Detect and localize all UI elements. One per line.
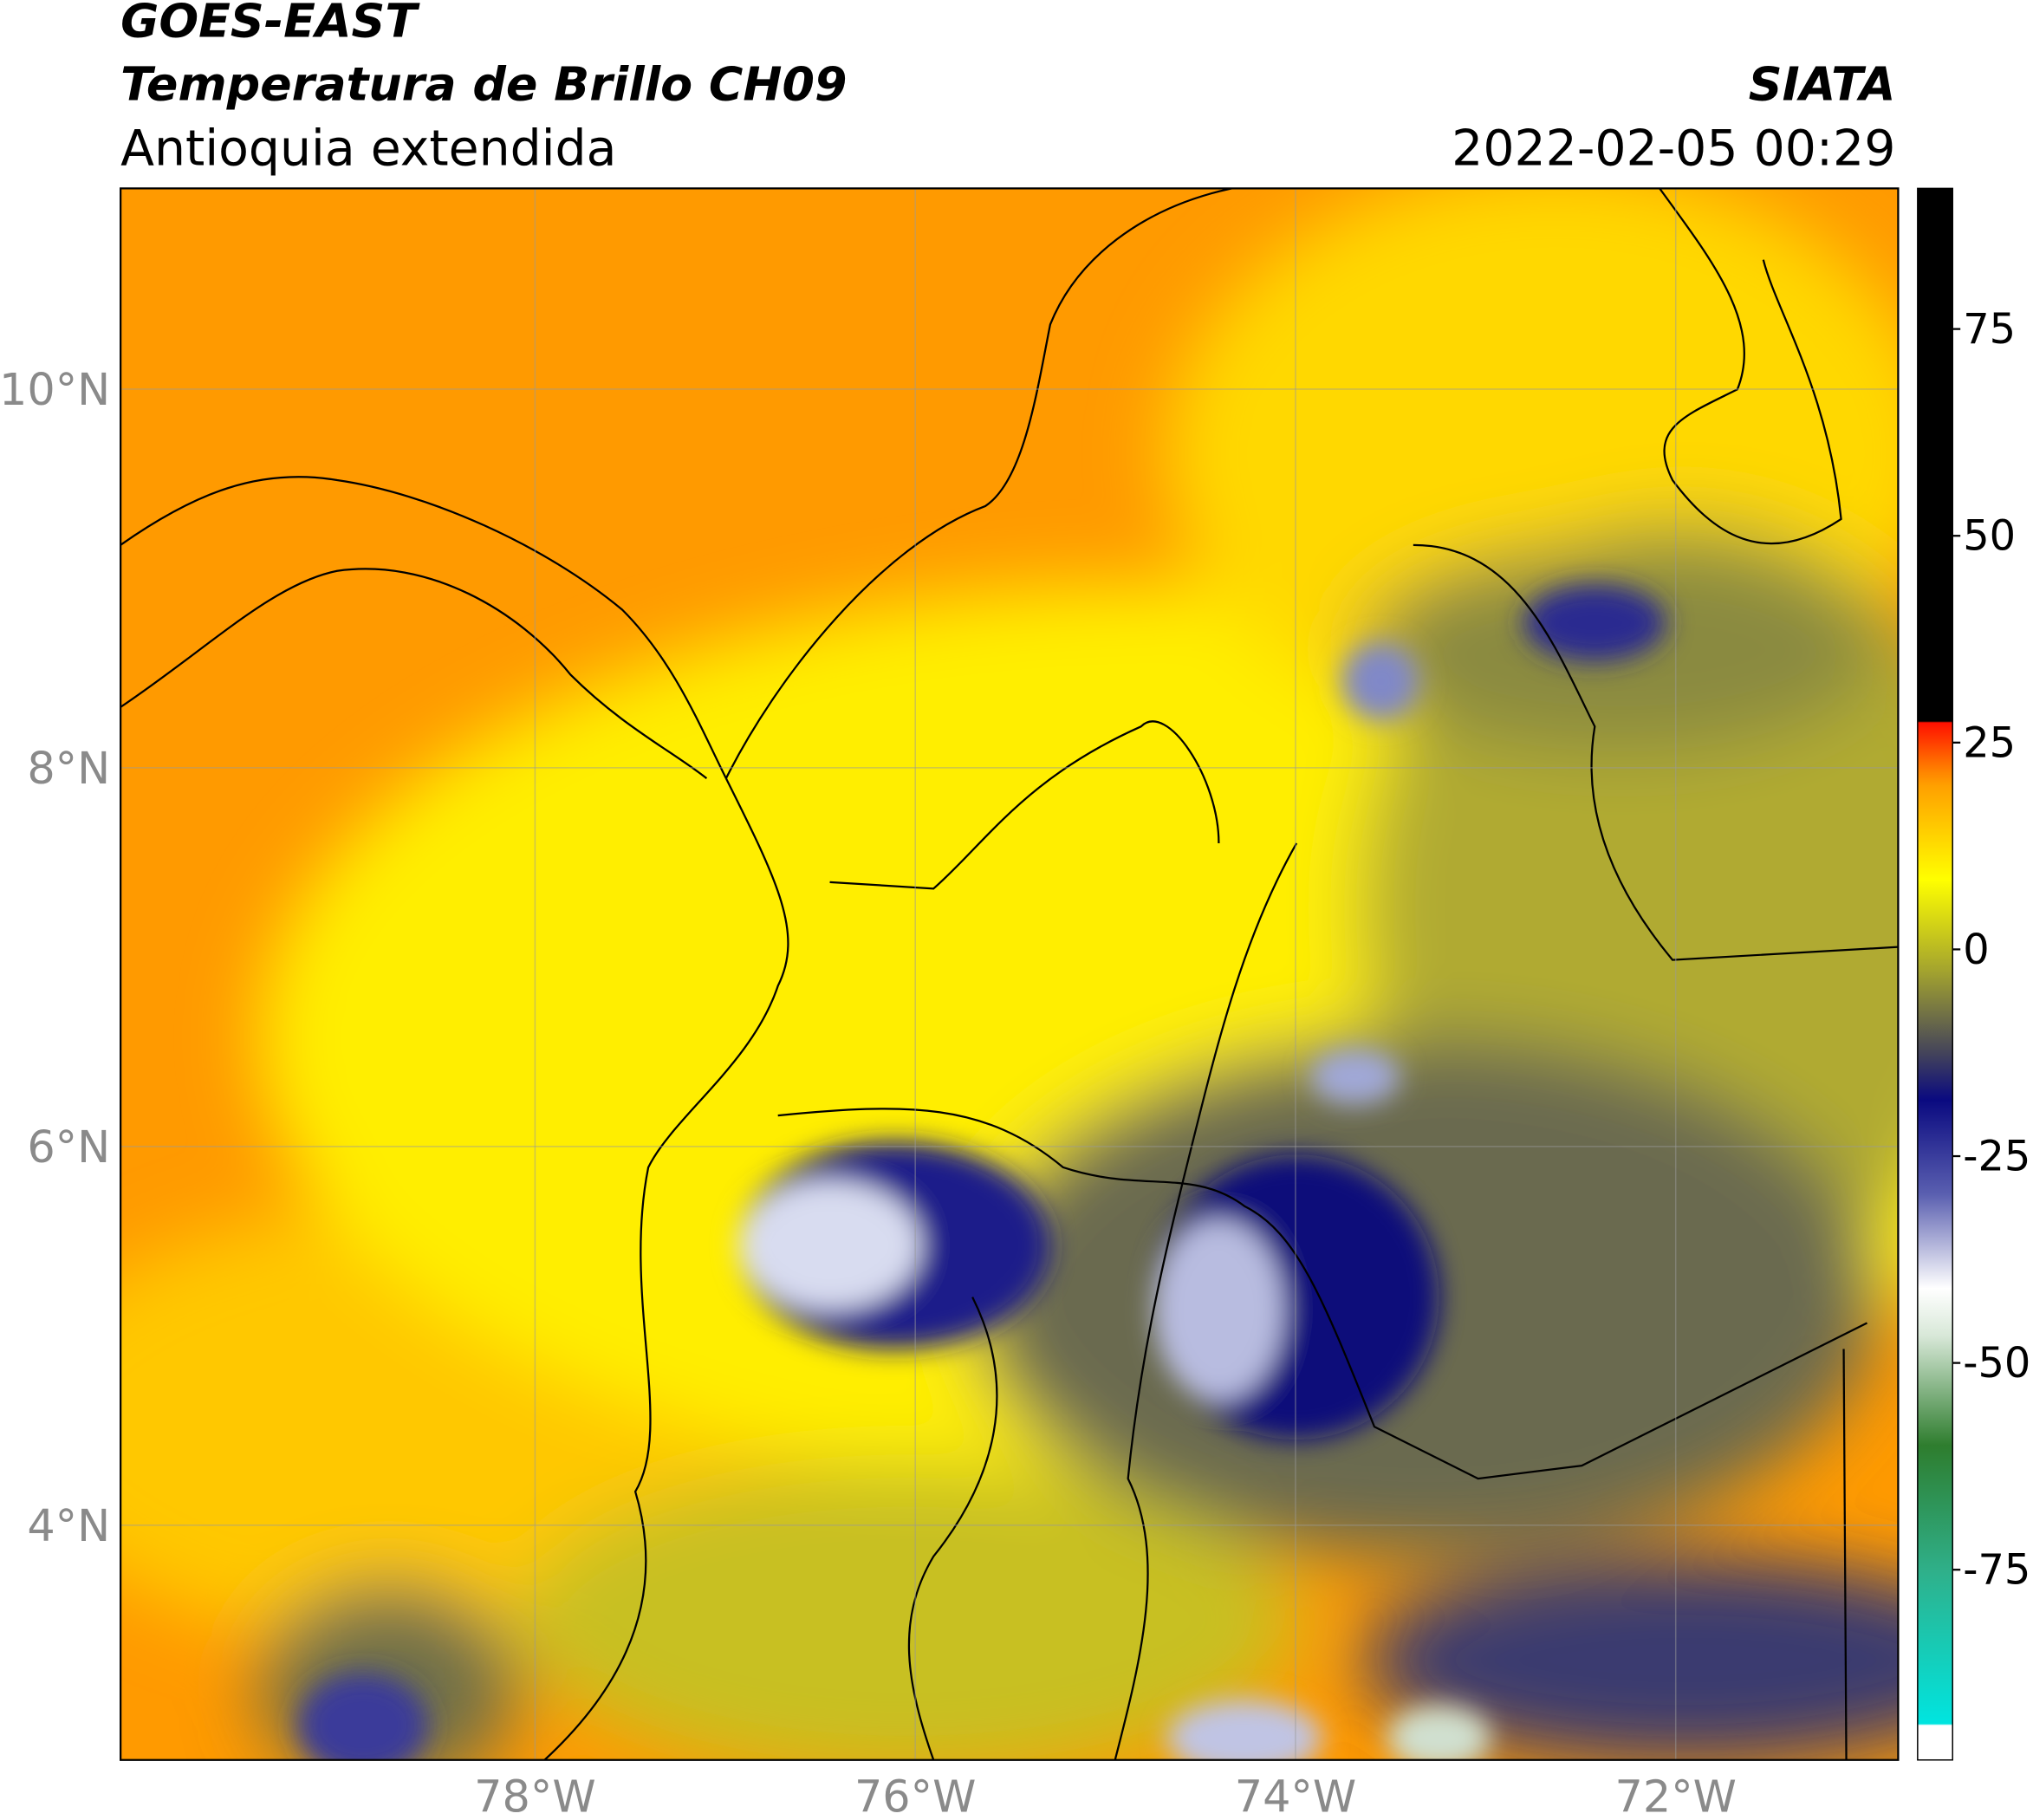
colorbar (1917, 187, 1953, 1761)
source: SIATA (1749, 57, 1896, 112)
y-tick-label: 6°N (27, 1121, 110, 1173)
colorbar-tick-label: -25 (1963, 1133, 2030, 1180)
colorbar-tick-label: -50 (1963, 1340, 2030, 1388)
grid (120, 188, 1899, 1760)
colorbar-tick-label: 25 (1963, 719, 2016, 767)
region: Antioquia extendida (120, 120, 616, 177)
colorbar-tick-label: -75 (1963, 1547, 2030, 1595)
title: Temperatura de Brillo CH09 (120, 57, 847, 112)
colorbar-tick-label: 0 (1963, 926, 1989, 974)
boundaries (120, 188, 1899, 1760)
y-tick-label: 8°N (27, 743, 110, 794)
datetime: 2022-02-05 00:29 (1452, 120, 1895, 177)
satellite-image (120, 188, 1899, 1760)
x-tick-label: 74°W (1235, 1771, 1356, 1820)
y-tick-label: 10°N (0, 364, 110, 415)
colorbar-tick-label: 50 (1963, 513, 2016, 561)
y-tick-label: 4°N (27, 1500, 110, 1551)
x-tick-label: 78°W (474, 1771, 595, 1820)
x-tick-label: 76°W (854, 1771, 976, 1820)
map-frame (120, 187, 1900, 1761)
colorbar-tick-label: 75 (1963, 306, 2016, 354)
x-tick-label: 72°W (1614, 1771, 1736, 1820)
satellite: GOES-EAST (120, 0, 420, 48)
